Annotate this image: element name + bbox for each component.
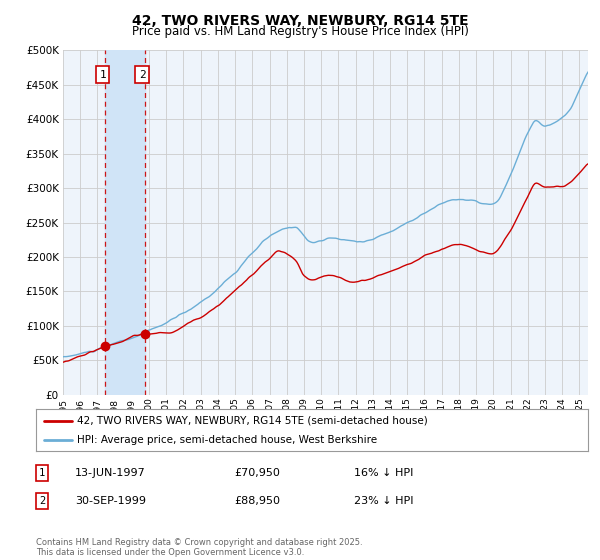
Text: 2: 2 xyxy=(139,69,146,80)
Text: 23% ↓ HPI: 23% ↓ HPI xyxy=(354,496,413,506)
Text: 16% ↓ HPI: 16% ↓ HPI xyxy=(354,468,413,478)
Text: Price paid vs. HM Land Registry's House Price Index (HPI): Price paid vs. HM Land Registry's House … xyxy=(131,25,469,38)
Text: £70,950: £70,950 xyxy=(234,468,280,478)
Text: 2: 2 xyxy=(39,496,45,506)
Text: 1: 1 xyxy=(99,69,106,80)
Bar xyxy=(105,50,145,395)
Text: 30-SEP-1999: 30-SEP-1999 xyxy=(75,496,146,506)
Text: £88,950: £88,950 xyxy=(234,496,280,506)
Text: 42, TWO RIVERS WAY, NEWBURY, RG14 5TE (semi-detached house): 42, TWO RIVERS WAY, NEWBURY, RG14 5TE (s… xyxy=(77,416,428,426)
Text: HPI: Average price, semi-detached house, West Berkshire: HPI: Average price, semi-detached house,… xyxy=(77,435,377,445)
Text: 1: 1 xyxy=(39,468,45,478)
Text: 42, TWO RIVERS WAY, NEWBURY, RG14 5TE: 42, TWO RIVERS WAY, NEWBURY, RG14 5TE xyxy=(131,14,469,28)
Text: 13-JUN-1997: 13-JUN-1997 xyxy=(75,468,146,478)
Text: Contains HM Land Registry data © Crown copyright and database right 2025.
This d: Contains HM Land Registry data © Crown c… xyxy=(36,538,362,557)
